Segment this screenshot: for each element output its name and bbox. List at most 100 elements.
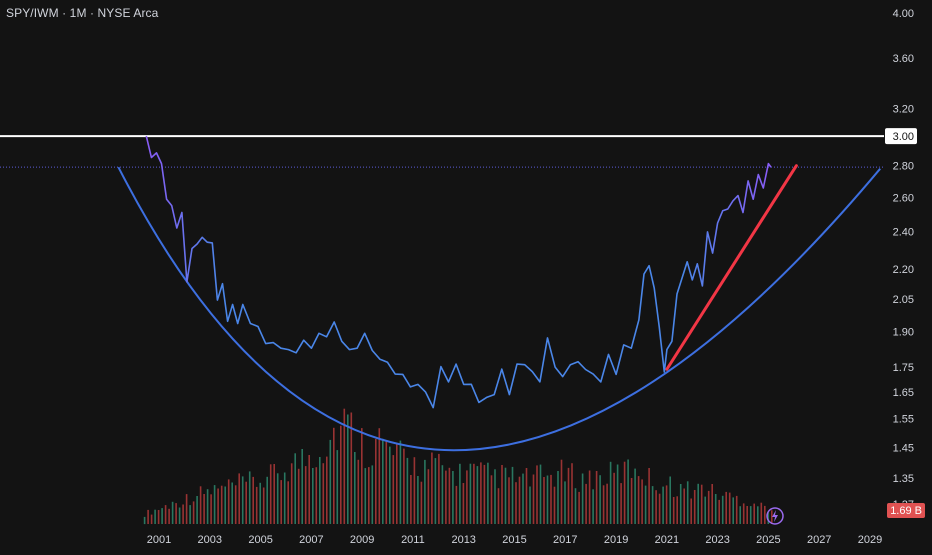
- volume-bar: [182, 504, 184, 524]
- volume-bar: [771, 510, 773, 524]
- volume-bar: [301, 449, 303, 524]
- volume-bar: [518, 476, 521, 524]
- lightning-icon[interactable]: [766, 507, 784, 525]
- volume-bar: [466, 470, 468, 524]
- volume-bar: [245, 481, 247, 524]
- volume-bar: [375, 439, 377, 524]
- x-tick-label: 2005: [248, 534, 272, 546]
- y-tick-label: 4.00: [893, 8, 914, 20]
- volume-bar: [497, 488, 500, 524]
- volume-bar: [403, 448, 405, 524]
- volume-bar: [287, 481, 289, 524]
- volume-bar: [434, 458, 437, 524]
- volume-bar: [459, 463, 461, 524]
- volume-bar: [536, 465, 538, 524]
- price-line[interactable]: [145, 135, 772, 409]
- x-tick-label: 2019: [604, 534, 628, 546]
- volume-bar: [269, 464, 272, 524]
- volume-bar: [441, 465, 444, 524]
- volume-bar: [178, 507, 181, 524]
- u-curve-line[interactable]: [117, 166, 881, 452]
- volume-bar: [462, 483, 465, 524]
- volume-bar: [487, 462, 489, 524]
- volume-bar: [742, 503, 745, 524]
- volume-bar: [613, 472, 615, 524]
- y-tick-label: 2.80: [893, 161, 914, 173]
- volume-bar: [469, 463, 472, 524]
- volume-bar: [175, 503, 177, 524]
- volume-bar: [210, 494, 212, 524]
- volume-bar: [560, 459, 563, 524]
- volume-bar: [315, 467, 318, 524]
- x-tick-label: 2009: [350, 534, 374, 546]
- volume-bar: [749, 506, 752, 524]
- volume-bar: [354, 452, 356, 524]
- volume-bar: [273, 464, 275, 524]
- y-tick-label: 1.90: [893, 327, 914, 339]
- volume-bar: [368, 467, 370, 524]
- x-tick-label: 2025: [756, 534, 780, 546]
- volume-bar: [515, 482, 517, 524]
- volume-bar: [728, 492, 731, 524]
- volume-bar: [417, 476, 419, 524]
- y-tick-label: 1.35: [893, 473, 914, 485]
- volume-bar: [483, 464, 486, 524]
- volume-bar: [564, 481, 566, 524]
- volume-bar: [672, 497, 675, 524]
- volume-bar: [424, 459, 426, 524]
- x-tick-label: 2011: [401, 534, 425, 546]
- volume-bar: [234, 485, 237, 524]
- y-tick-label: 1.55: [893, 414, 914, 426]
- volume-bar: [557, 471, 559, 524]
- y-tick-label: 3.60: [893, 53, 914, 65]
- volume-bar: [473, 463, 475, 524]
- volume-bar: [420, 481, 423, 524]
- volume-bar: [669, 476, 671, 524]
- volume-bar: [504, 467, 507, 524]
- volume-bar: [322, 463, 325, 524]
- volume-bar: [255, 486, 258, 524]
- volume-bar: [319, 457, 321, 524]
- volume-bar: [665, 485, 668, 524]
- volume-bar: [326, 456, 328, 524]
- volume-bar: [553, 486, 556, 524]
- volume-bar: [525, 468, 528, 524]
- volume-bar: [371, 465, 374, 524]
- volume-bar: [606, 483, 608, 524]
- volume-bar: [697, 483, 699, 524]
- trendline[interactable]: [665, 164, 798, 371]
- x-axis[interactable]: 2001 2003 2005 2007 2009 2011 2013 2015 2017 2019…: [147, 534, 882, 546]
- volume-bar: [357, 459, 360, 524]
- y-axis[interactable]: 4.00 3.60 3.20 2.80 2.60 2.40 2.20 2.05 1.90 1.75…: [766, 8, 925, 525]
- symbol-title[interactable]: SPY/IWM · 1M · NYSE Arca: [6, 6, 159, 20]
- volume-bar: [501, 465, 503, 524]
- volume-bar: [385, 440, 388, 524]
- volume-bar: [511, 466, 514, 524]
- volume-bar: [662, 486, 664, 524]
- y-tick-label: 1.75: [893, 362, 914, 374]
- volume-bar: [220, 485, 223, 524]
- x-tick-label: 2029: [858, 534, 882, 546]
- volume-bar: [704, 496, 706, 524]
- volume-bar: [588, 470, 591, 524]
- volume-bar: [185, 494, 188, 524]
- volume-bar: [283, 472, 286, 524]
- volume-bar: [760, 502, 763, 524]
- x-tick-label: 2015: [502, 534, 526, 546]
- volume-bar: [725, 491, 727, 524]
- volume-bar: [592, 489, 594, 524]
- price-series[interactable]: [145, 135, 772, 409]
- volume-bar: [445, 470, 447, 524]
- volume-bar: [746, 506, 748, 524]
- volume-bar: [648, 468, 650, 524]
- volume-bar: [490, 475, 493, 524]
- drawing-layer[interactable]: [0, 135, 884, 452]
- volume-bars: [143, 408, 773, 525]
- x-tick-label: 2007: [299, 534, 323, 546]
- volume-bar: [157, 510, 160, 524]
- volume-bar: [476, 466, 479, 524]
- volume-bar: [154, 509, 156, 524]
- lightning-bolt-icon: [772, 510, 778, 522]
